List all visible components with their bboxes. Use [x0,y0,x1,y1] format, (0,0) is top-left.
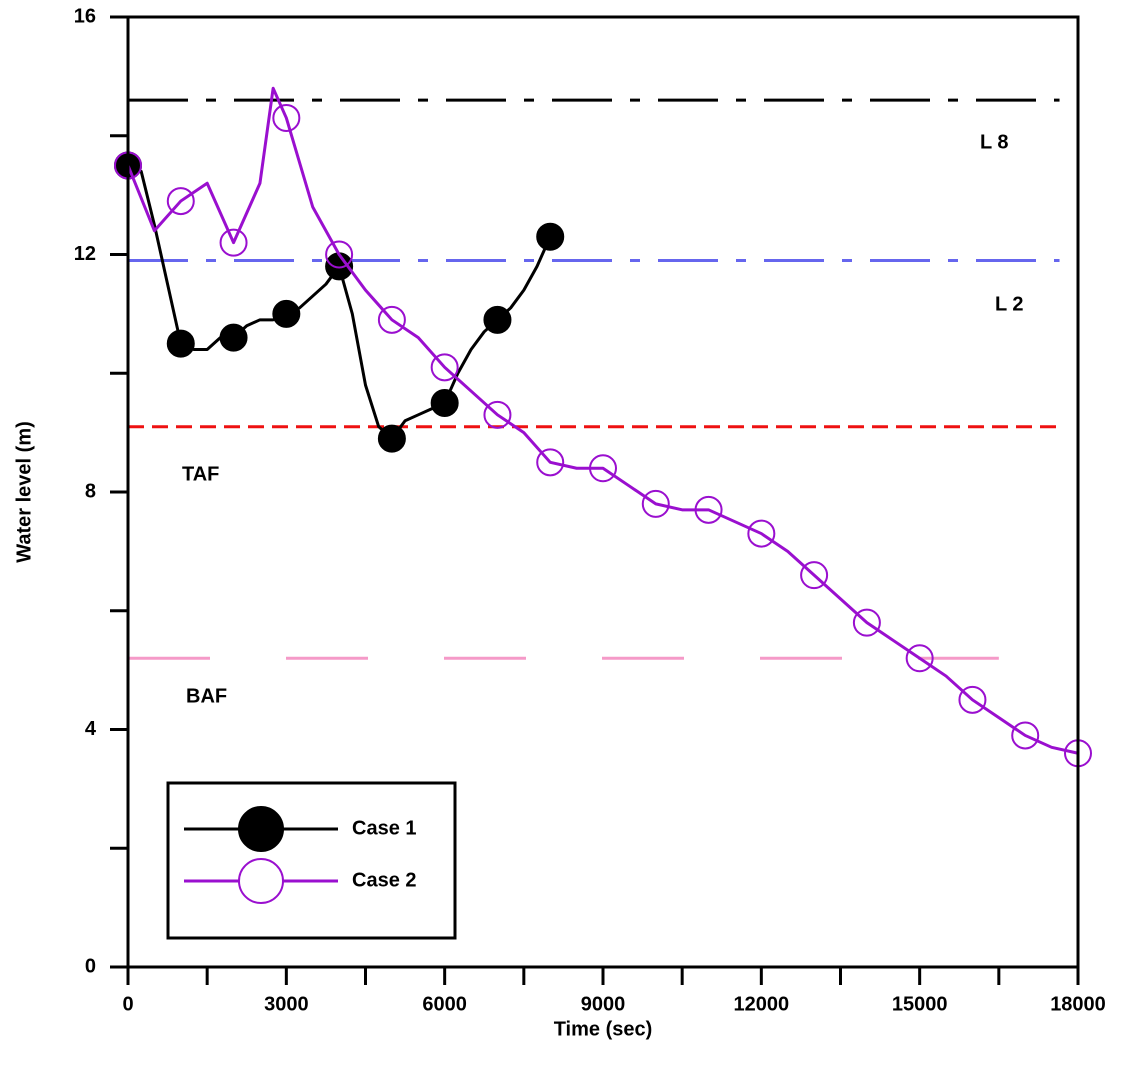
x-tick-label: 6000 [422,993,467,1015]
series-line [127,164,552,441]
data-marker [377,305,406,334]
data-marker [272,103,301,132]
data-marker [747,519,776,548]
data-marker [694,495,723,524]
data-marker [272,299,301,328]
x-tick-label: 15000 [892,993,948,1015]
data-marker [325,240,354,269]
x-axis-label: Time (sec) [554,1018,653,1040]
data-marker [483,400,512,429]
reference-label: L 2 [995,293,1024,315]
data-marker [377,424,406,453]
data-marker [219,323,248,352]
data-marker [905,644,934,673]
data-marker [219,228,248,257]
legend-marker [238,806,284,852]
data-marker [641,489,670,518]
y-tick-label: 4 [85,718,97,740]
legend-marker [238,858,284,904]
legend-label: Case 1 [352,817,417,839]
x-tick-label: 3000 [264,993,309,1015]
x-tick-label: 0 [122,993,133,1015]
data-marker [536,448,565,477]
y-tick-label: 8 [85,480,96,502]
y-tick-label: 16 [74,5,96,27]
data-marker [536,222,565,251]
data-marker [800,561,829,590]
data-marker [166,187,195,216]
reference-label: BAF [186,685,227,707]
y-tick-label: 12 [74,243,96,265]
y-tick-label: 0 [85,955,96,977]
legend-box [166,781,457,940]
x-tick-label: 12000 [734,993,790,1015]
x-tick-label: 18000 [1050,993,1106,1015]
data-marker [430,353,459,382]
data-marker [1011,721,1040,750]
legend: Case 1 Case 2 [166,781,457,940]
reference-label: L 8 [980,131,1009,153]
data-marker [166,329,195,358]
data-marker [958,685,987,714]
x-tick-label: 9000 [581,993,626,1015]
data-marker [483,305,512,334]
data-marker [852,608,881,637]
y-axis-label: Water level (m) [13,421,35,563]
data-marker [430,388,459,417]
data-marker [589,454,617,483]
series-line [126,86,1079,755]
reference-label: TAF [182,463,219,485]
legend-label: Case 2 [352,869,417,891]
